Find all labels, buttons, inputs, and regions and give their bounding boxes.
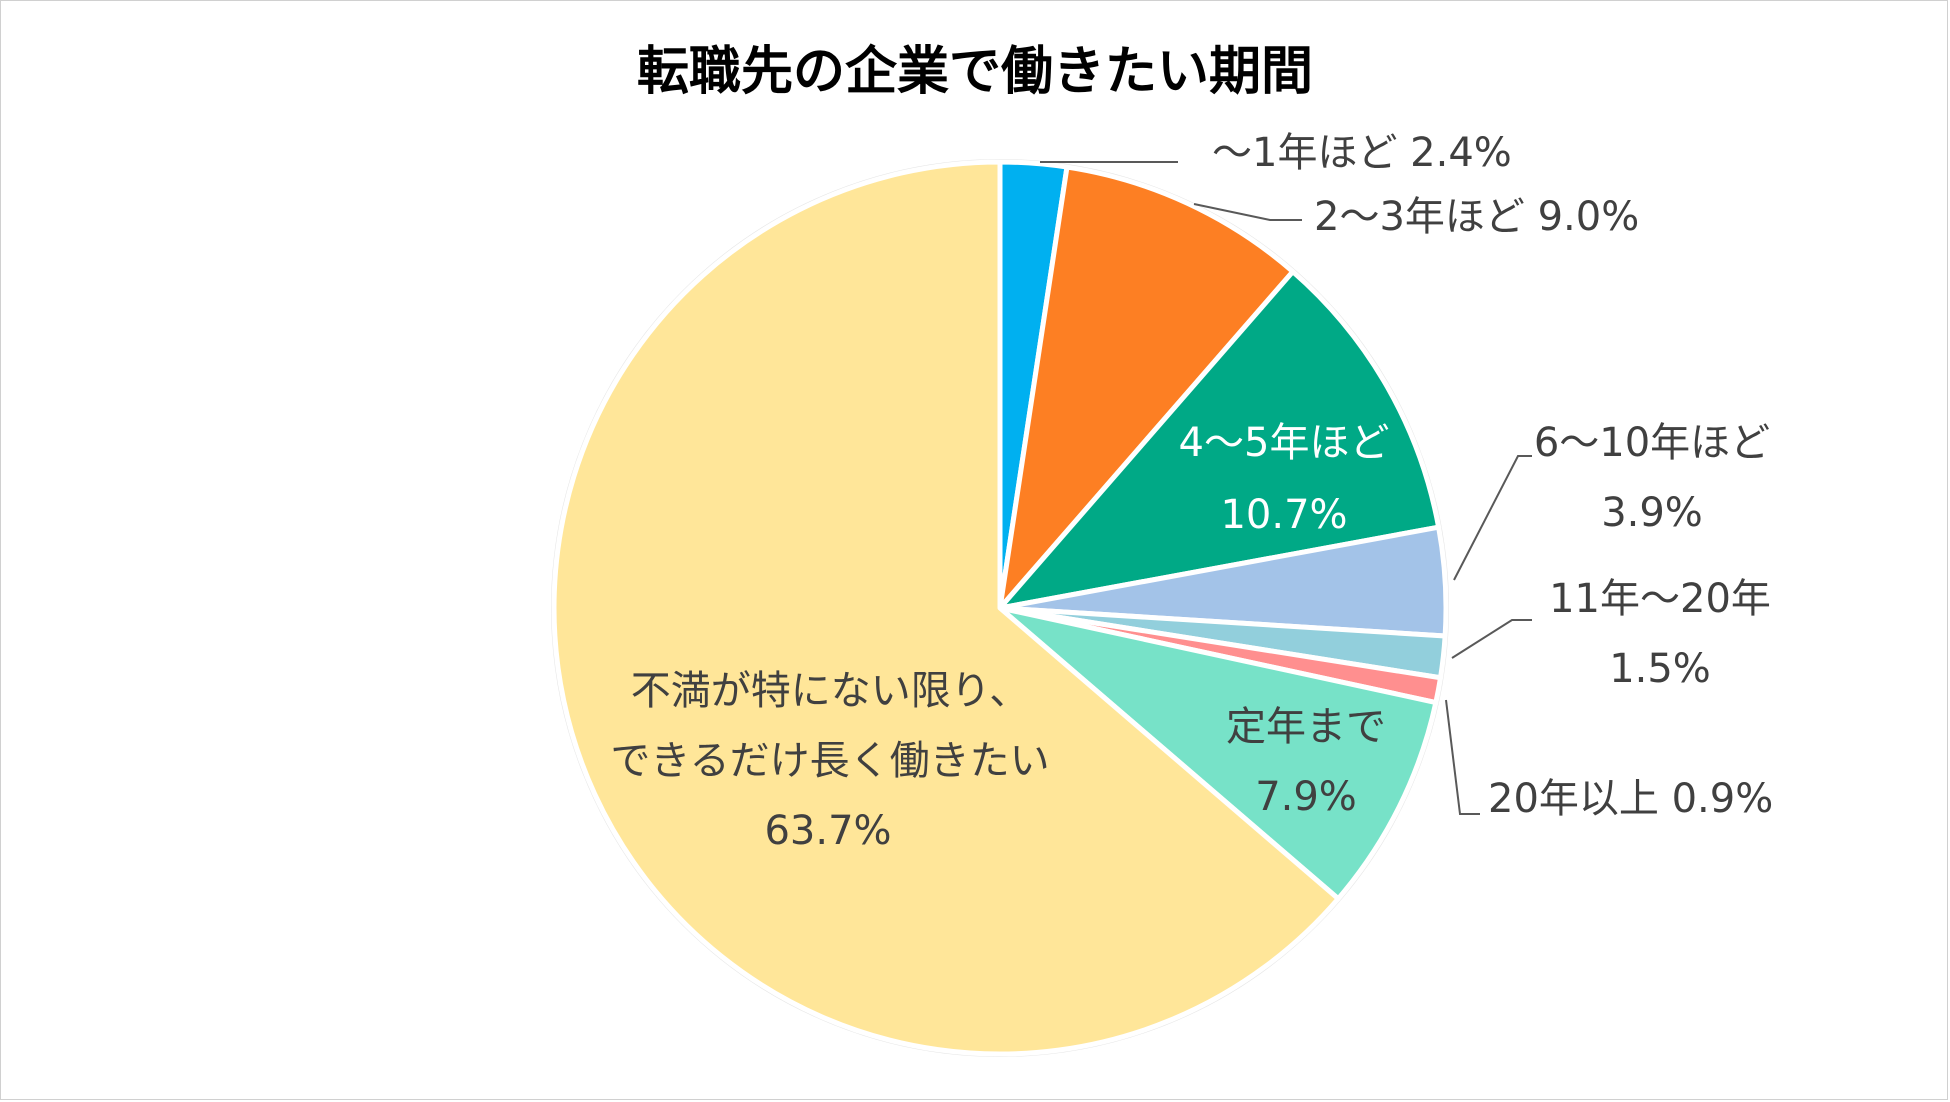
slice-label-7-line-2: できるだけ長く働きたい (610, 738, 1049, 784)
slice-label-0: 〜1年ほど 2.4% (1212, 130, 1512, 176)
leader-line-5 (1445, 699, 1480, 815)
leader-line-3 (1453, 455, 1532, 581)
slice-value-6: 7.9% (1255, 774, 1357, 820)
slice-value-4: 1.5% (1609, 646, 1711, 692)
slice-label-3: 6〜10年ほど (1534, 420, 1770, 466)
slice-value-3: 3.9% (1601, 490, 1703, 536)
leader-line-1 (1193, 203, 1302, 221)
pie-slice-1 (997, 164, 1296, 611)
slice-label-4: 11年〜20年 (1549, 576, 1771, 622)
slice-value-7: 63.7% (764, 808, 891, 854)
slice-label-7-line-1: 不満が特にない限り、 (631, 668, 1029, 714)
pie-slice-6 (997, 605, 1439, 902)
leader-line-4 (1451, 619, 1532, 659)
leader-lines (1040, 161, 1532, 815)
slice-label-1: 2〜3年ほど 9.0% (1314, 194, 1639, 240)
pie-slices (551, 159, 1449, 1057)
pie-slice-7 (551, 159, 1341, 1057)
slice-label-5: 20年以上 0.9% (1488, 776, 1773, 822)
slice-label-2: 4〜5年ほど (1179, 420, 1390, 466)
pie-slice-2 (997, 269, 1442, 611)
chart-title: 転職先の企業で働きたい期間 (637, 42, 1313, 102)
slice-value-2: 10.7% (1220, 492, 1347, 538)
slice-label-6: 定年まで (1226, 704, 1386, 750)
slice-labels: 〜1年ほど 2.4% 2〜3年ほど 9.0% 4〜5年ほど 10.7% 6〜10年ほど 3… (610, 130, 1773, 854)
